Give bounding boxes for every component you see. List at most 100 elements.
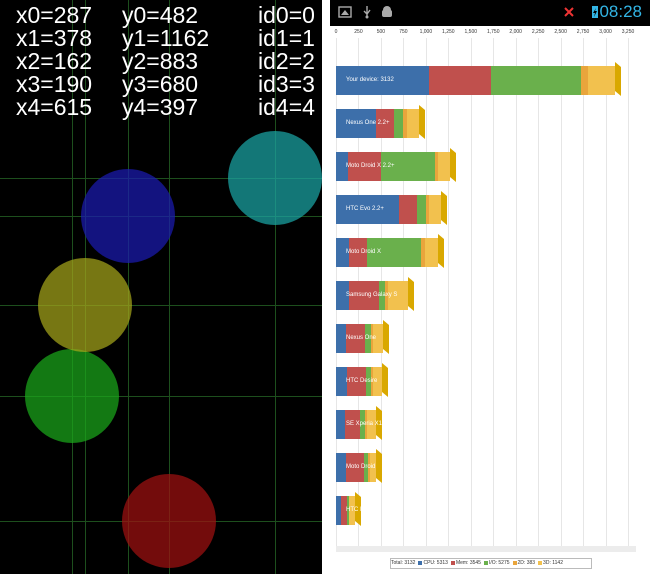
x-gridline (560, 38, 562, 546)
coord-x-3: x3=190 (16, 71, 93, 97)
x-tick-label: 1,250 (442, 29, 455, 35)
bar-segment-cpu (336, 152, 348, 181)
bar-segment-cpu (336, 410, 345, 439)
bar-label: Nexus One 2.2+ (346, 120, 390, 126)
bar-segment-2d (371, 367, 373, 396)
bar-end-cap (407, 277, 414, 312)
bar-segment-2d (371, 324, 373, 353)
touch-point-0 (81, 169, 176, 264)
legend-entry: 2D: 383 (517, 560, 536, 566)
bar-segment-2d (434, 152, 439, 181)
benchmark-screen: 08:28 0 250 500 750 1,000 1,250 1,500 1,750 2,00… (330, 0, 650, 574)
bar-segment-io (364, 324, 372, 353)
bar-end-cap (450, 148, 457, 183)
touch-crosshair-horizontal (0, 178, 322, 180)
bar-segment-io (491, 66, 582, 95)
battery-charging-icon (592, 6, 598, 18)
bar-label: HTC Magic (346, 507, 377, 513)
touch-point-1 (122, 474, 217, 569)
legend-entry: Mem: 3545 (455, 560, 481, 566)
legend-entry: CPU: 5313 (423, 560, 448, 566)
chart-legend: Total: 3132 CPU: 5313 Mem: 3545 I/O: 5275 2D… (390, 558, 592, 569)
bar-end-cap (418, 105, 425, 140)
legend-entry: 3D: 1142 (543, 560, 563, 566)
touch-crosshair-vertical (128, 0, 130, 574)
bar-segment-2d (425, 195, 430, 224)
bar-segment-3d (366, 410, 377, 439)
bar-segment-cpu (336, 238, 350, 267)
bar-label: Moto Droid (346, 464, 376, 470)
bar-segment-cpu (336, 324, 346, 353)
bar-segment-2d (348, 496, 350, 525)
coord-y-1: y1=1162 (122, 25, 210, 51)
coord-x-2: x2=162 (16, 48, 93, 74)
x-gridline (470, 38, 472, 546)
x-tick-label: 1,000 (419, 29, 433, 35)
bar-segment-3d (372, 324, 383, 353)
bar-end-cap (376, 449, 383, 484)
bar-label: HTC Evo 2.2+ (346, 206, 384, 212)
x-gridline (628, 38, 629, 546)
bar-segment-2d (403, 109, 407, 138)
bar-segment-io (394, 109, 404, 138)
bar-segment-cpu (336, 195, 399, 224)
bar-end-cap (382, 320, 389, 355)
coord-id-3: id3=3 (258, 71, 315, 97)
touch-crosshair-horizontal (0, 304, 322, 306)
coord-y-0: y0=482 (122, 2, 199, 28)
bar-segment-mem (349, 238, 368, 267)
bar-segment-3d (406, 109, 419, 138)
bar-segment-io (379, 281, 386, 310)
x-tick-label: 1,500 (464, 29, 478, 35)
bar-segment-3d (388, 281, 408, 310)
x-tick-label: 0 (334, 29, 338, 35)
coord-id-2: id2=2 (258, 48, 315, 74)
bar-label: Samsung Galaxy S (346, 292, 398, 298)
bar-segment-io (365, 367, 372, 396)
bar-segment-cpu (336, 496, 342, 525)
bar-segment-io (416, 195, 426, 224)
bar-segment-mem (341, 496, 347, 525)
coord-y-4: y4=397 (122, 94, 199, 120)
bar-segment-2d (421, 238, 425, 267)
bar-segment-mem (346, 367, 366, 396)
bar-segment-3d (349, 496, 355, 525)
multitouch-panel[interactable]: x0=287 y0=482 id0=0 x1=378 y1=1162 id1=1 x2=16… (0, 0, 322, 574)
x-tick-label: 2,500 (554, 29, 567, 35)
x-gridline (583, 38, 585, 546)
bar-segment-3d (588, 66, 615, 95)
x-tick-label: 750 (399, 29, 408, 35)
bar-end-cap (441, 191, 448, 226)
clock: 08:28 (599, 2, 642, 21)
touch-crosshair-vertical (169, 0, 171, 574)
coord-x-1: x1=378 (16, 25, 93, 51)
bar-end-cap (381, 363, 388, 398)
bar-label: Your device: 3132 (346, 77, 394, 83)
bar-segment-cpu (336, 66, 429, 95)
status-bar: 08:28 (330, 0, 650, 26)
x-gridline (493, 38, 495, 546)
bar-segment-cpu (336, 281, 350, 310)
bar-label: HTC Desire (346, 378, 378, 384)
x-tick-label: 500 (376, 29, 386, 35)
x-tick-label: 3,250 (621, 29, 635, 35)
touch-point-2 (25, 348, 120, 443)
legend-entry: Total: 3132 (391, 560, 416, 566)
bar-segment-3d (424, 238, 438, 267)
coord-y-2: y2=883 (122, 48, 199, 74)
bar-end-cap (614, 62, 621, 97)
usb-icon (363, 6, 371, 19)
touch-point-4 (228, 131, 322, 226)
bar-segment-2d (385, 281, 389, 310)
bar-segment-mem (347, 152, 381, 181)
coord-x-0: x0=287 (16, 2, 93, 28)
bar-segment-2d (368, 453, 371, 482)
x-gridline (538, 38, 540, 546)
bar-segment-3d (438, 152, 451, 181)
bar-segment-mem (376, 109, 395, 138)
bar-segment-mem (345, 324, 365, 353)
x-tick-label: 2,250 (531, 29, 545, 35)
x-gridline (425, 38, 427, 546)
legend-swatch (512, 560, 517, 565)
bar-segment-mem (398, 195, 417, 224)
